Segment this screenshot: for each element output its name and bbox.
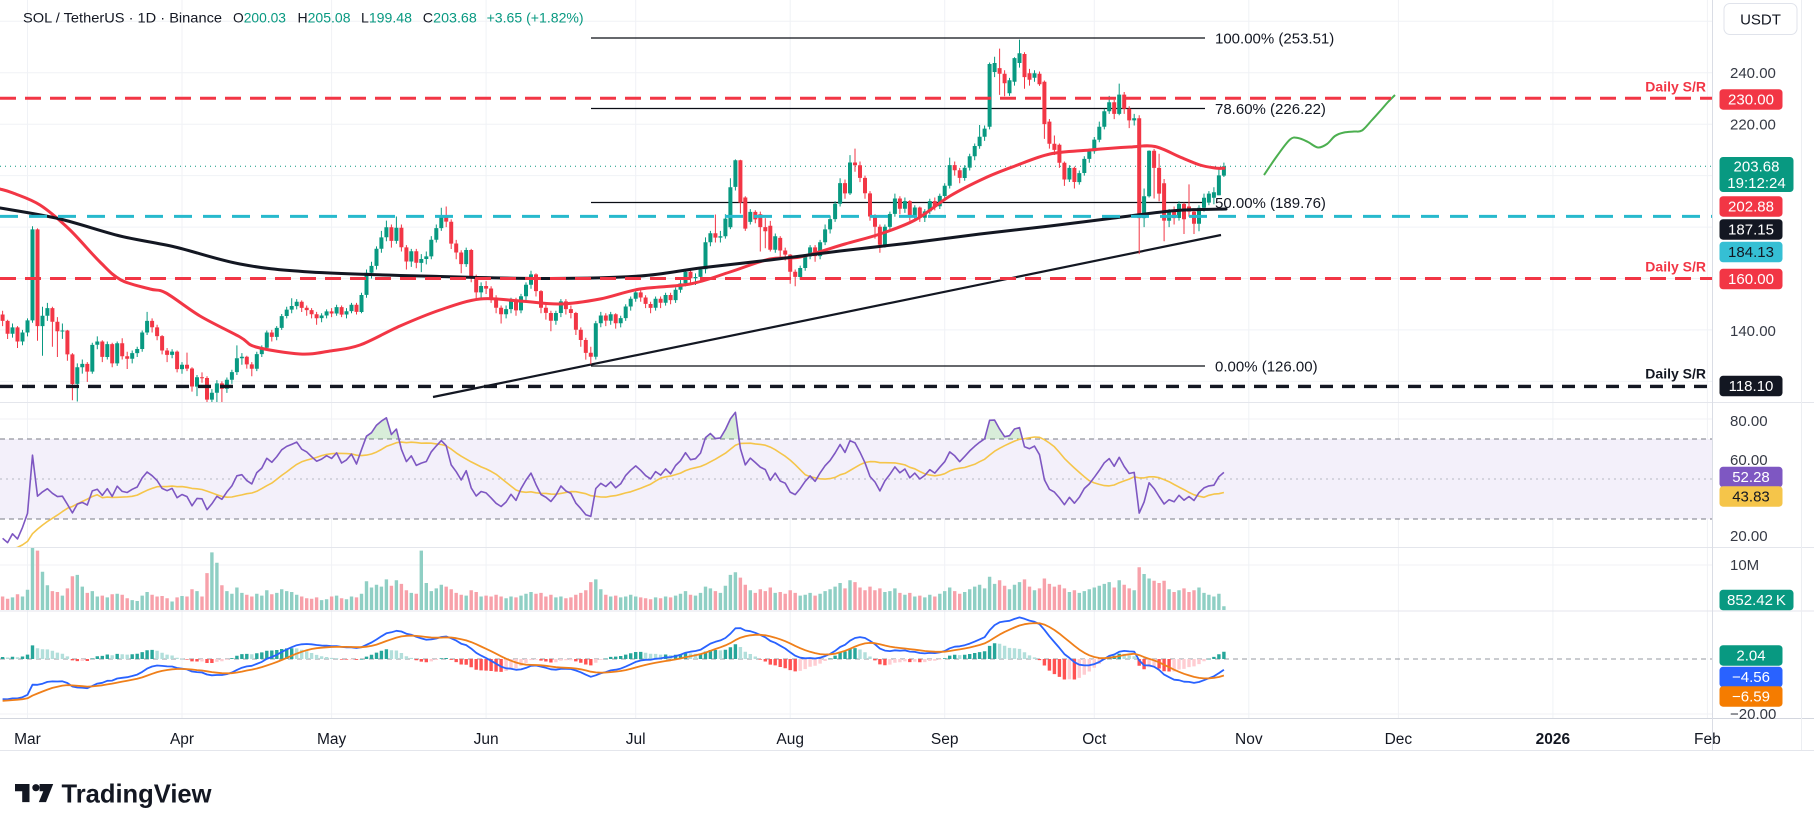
svg-text:220.00: 220.00 <box>1730 117 1776 134</box>
svg-text:H205.08: H205.08 <box>298 10 351 26</box>
svg-text:2.04: 2.04 <box>1736 648 1765 665</box>
svg-text:Daily S/R: Daily S/R <box>1645 366 1706 382</box>
svg-text:Oct: Oct <box>1082 731 1107 748</box>
svg-text:52.28: 52.28 <box>1732 469 1770 486</box>
svg-text:2026: 2026 <box>1536 731 1571 748</box>
svg-text:60.00: 60.00 <box>1730 452 1768 469</box>
svg-text:20.00: 20.00 <box>1730 528 1768 545</box>
svg-text:May: May <box>317 731 347 748</box>
svg-text:TradingView: TradingView <box>62 779 213 809</box>
svg-text:Mar: Mar <box>14 731 41 748</box>
svg-text:L199.48: L199.48 <box>361 10 412 26</box>
svg-text:Feb: Feb <box>1694 731 1721 748</box>
svg-text:Apr: Apr <box>170 731 194 748</box>
svg-text:100.00% (253.51): 100.00% (253.51) <box>1215 31 1334 48</box>
svg-text:230.00: 230.00 <box>1728 92 1774 109</box>
svg-text:Sep: Sep <box>931 731 959 748</box>
svg-text:Daily S/R: Daily S/R <box>1645 79 1706 95</box>
svg-text:Dec: Dec <box>1385 731 1413 748</box>
svg-text:852.42 K: 852.42 K <box>1727 592 1786 609</box>
svg-text:O200.03: O200.03 <box>233 10 286 26</box>
svg-text:184.13: 184.13 <box>1728 244 1774 261</box>
svg-text:118.10: 118.10 <box>1729 378 1774 395</box>
svg-text:43.83: 43.83 <box>1732 489 1770 506</box>
svg-text:80.00: 80.00 <box>1730 413 1768 430</box>
svg-text:Nov: Nov <box>1235 731 1263 748</box>
svg-text:19:12:24: 19:12:24 <box>1727 175 1785 192</box>
svg-text:−6.59: −6.59 <box>1732 689 1770 706</box>
svg-text:Aug: Aug <box>776 731 804 748</box>
svg-text:Jul: Jul <box>626 731 646 748</box>
svg-text:Daily S/R: Daily S/R <box>1645 259 1706 275</box>
svg-text:187.15: 187.15 <box>1728 222 1774 239</box>
svg-text:−20.00: −20.00 <box>1730 706 1776 723</box>
svg-text:SOL / TetherUS · 1D · Binance: SOL / TetherUS · 1D · Binance <box>23 10 222 26</box>
svg-text:202.88: 202.88 <box>1728 199 1774 216</box>
svg-text:10M: 10M <box>1730 557 1759 574</box>
svg-text:USDT: USDT <box>1740 12 1781 29</box>
svg-text:240.00: 240.00 <box>1730 65 1776 82</box>
svg-text:+3.65 (+1.82%): +3.65 (+1.82%) <box>487 10 584 26</box>
svg-text:78.60% (226.22): 78.60% (226.22) <box>1215 101 1326 118</box>
svg-text:160.00: 160.00 <box>1728 271 1774 288</box>
svg-text:Jun: Jun <box>474 731 499 748</box>
svg-text:−4.56: −4.56 <box>1732 669 1770 686</box>
svg-text:140.00: 140.00 <box>1730 323 1776 340</box>
svg-text:0.00% (126.00): 0.00% (126.00) <box>1215 359 1318 376</box>
svg-text:C203.68: C203.68 <box>423 10 477 26</box>
svg-text:203.68: 203.68 <box>1734 159 1780 176</box>
svg-text:50.00% (189.76): 50.00% (189.76) <box>1215 195 1326 212</box>
